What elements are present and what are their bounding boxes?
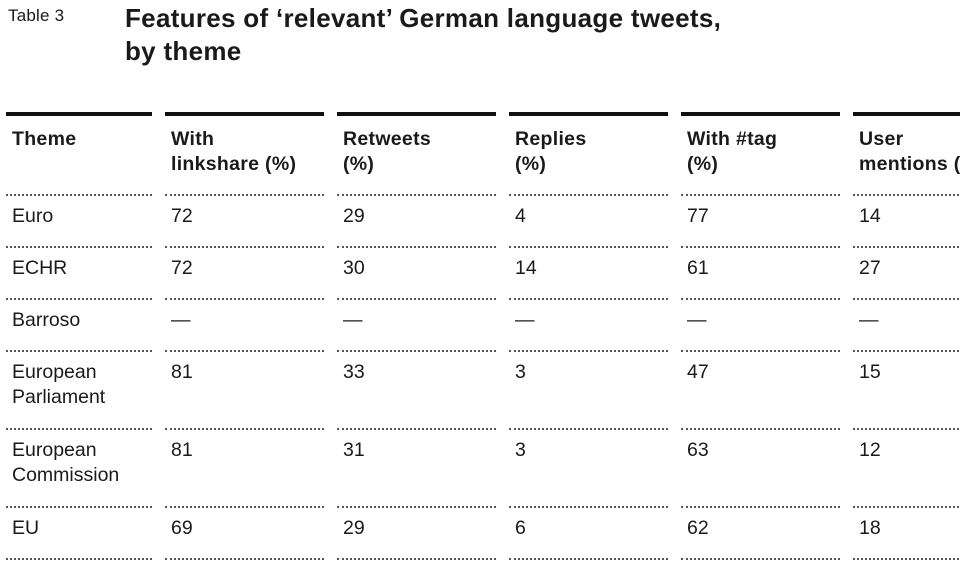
cell-user-mentions: 12 <box>853 430 960 508</box>
cell-hashtag: — <box>681 300 840 352</box>
cell-retweets: 33 <box>337 352 496 430</box>
header-replies: Replies (%) <box>509 112 668 196</box>
cell-retweets: 30 <box>337 248 496 300</box>
header-retweets: Retweets (%) <box>337 112 496 196</box>
cell-hashtag: 62 <box>681 508 840 560</box>
cell-linkshare: 69 <box>165 508 324 560</box>
cell-replies: 14 <box>509 248 668 300</box>
cell-replies: 6 <box>509 508 668 560</box>
cell-user-mentions: 18 <box>853 508 960 560</box>
cell-replies: 3 <box>509 352 668 430</box>
table-label: Table 3 <box>8 6 65 25</box>
cell-replies: — <box>509 300 668 352</box>
cell-theme: Barroso <box>6 300 152 352</box>
cell-linkshare: 72 <box>165 248 324 300</box>
cell-user-mentions: 27 <box>853 248 960 300</box>
cell-replies: 4 <box>509 196 668 248</box>
cell-theme: EU <box>6 508 152 560</box>
cell-retweets: — <box>337 300 496 352</box>
header-theme: Theme <box>6 112 152 196</box>
cell-linkshare: 72 <box>165 196 324 248</box>
data-table: Theme With linkshare (%) Retweets (%) Re… <box>6 112 960 560</box>
cell-user-mentions: 15 <box>853 352 960 430</box>
cell-hashtag: 77 <box>681 196 840 248</box>
header-linkshare: With linkshare (%) <box>165 112 324 196</box>
cell-hashtag: 63 <box>681 430 840 508</box>
cell-linkshare: — <box>165 300 324 352</box>
cell-user-mentions: — <box>853 300 960 352</box>
table-title: Features of ‘relevant’ German language t… <box>125 3 722 66</box>
cell-retweets: 31 <box>337 430 496 508</box>
cell-user-mentions: 14 <box>853 196 960 248</box>
cell-theme: ECHR <box>6 248 152 300</box>
cell-theme: European Commission <box>6 430 152 508</box>
cell-linkshare: 81 <box>165 352 324 430</box>
cell-hashtag: 47 <box>681 352 840 430</box>
header-user-mentions: User mentions (%) <box>853 112 960 196</box>
cell-retweets: 29 <box>337 196 496 248</box>
cell-hashtag: 61 <box>681 248 840 300</box>
cell-retweets: 29 <box>337 508 496 560</box>
cell-replies: 3 <box>509 430 668 508</box>
cell-linkshare: 81 <box>165 430 324 508</box>
cell-theme: Euro <box>6 196 152 248</box>
cell-theme: European Parliament <box>6 352 152 430</box>
header-hashtag: With #tag (%) <box>681 112 840 196</box>
